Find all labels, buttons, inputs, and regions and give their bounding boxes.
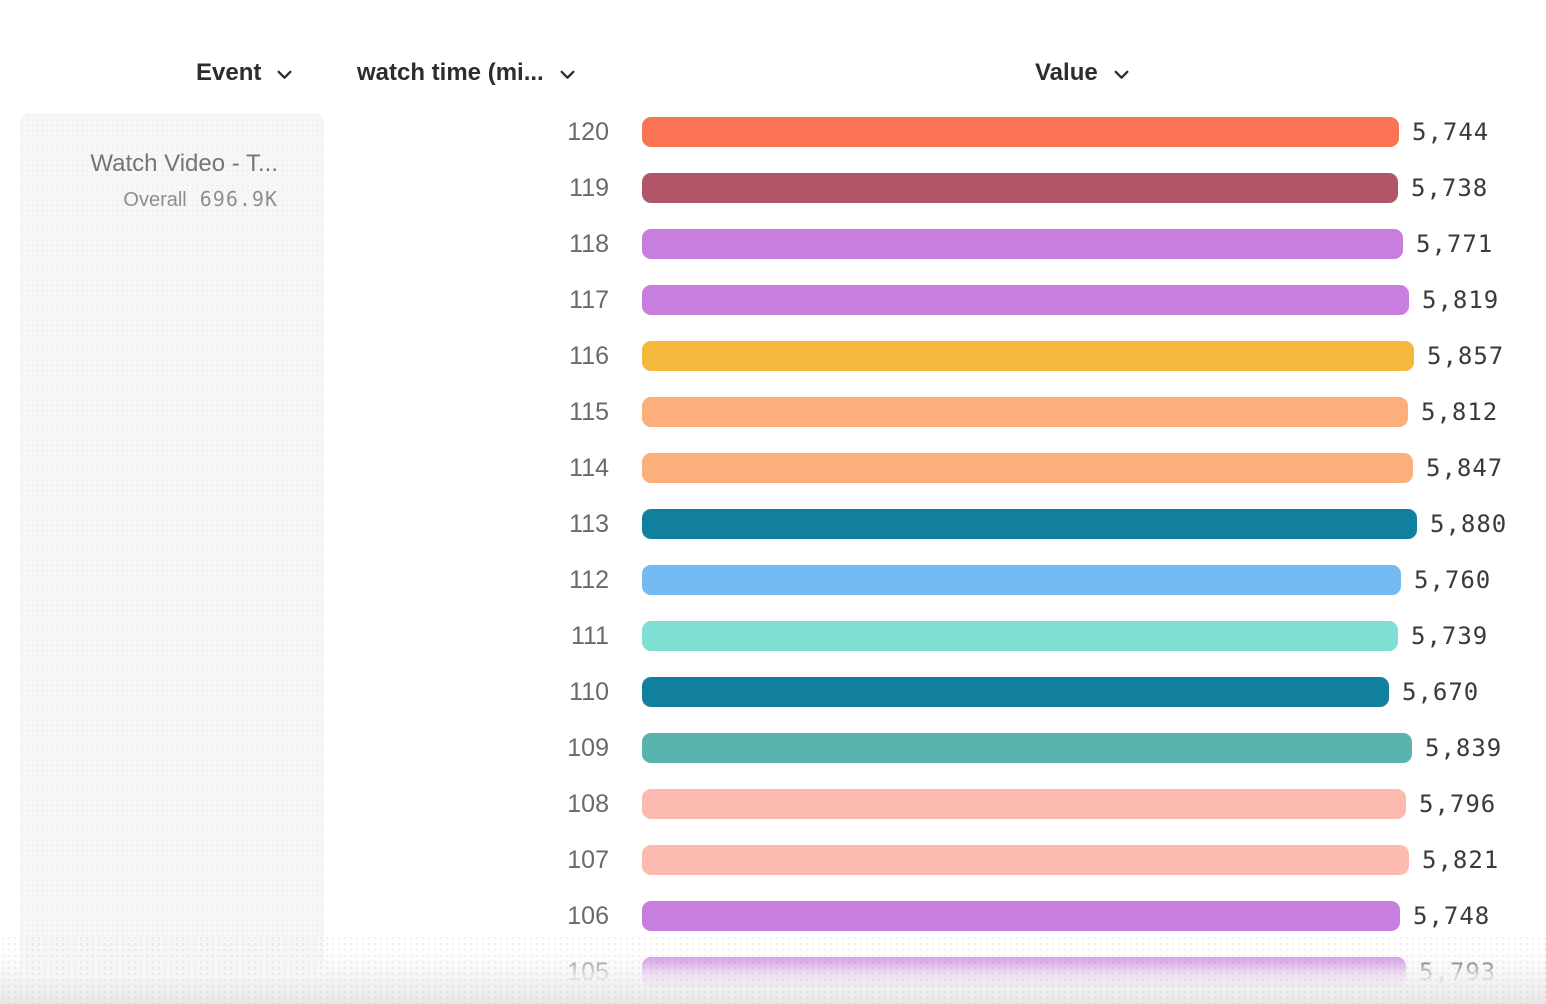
event-column-label: Event (196, 59, 262, 86)
value-label: 5,748 (1413, 902, 1491, 930)
value-column-header[interactable]: Value (1035, 57, 1130, 89)
value-bar[interactable] (642, 173, 1398, 203)
value-label: 5,812 (1421, 398, 1499, 426)
chart-row: 111 5,739 (0, 621, 1546, 651)
bucket-label: 114 (569, 454, 609, 482)
value-bar[interactable] (642, 285, 1409, 315)
value-bar[interactable] (642, 621, 1398, 651)
chart-row: 120 5,744 (0, 117, 1546, 147)
value-label: 5,670 (1402, 678, 1480, 706)
value-label: 5,857 (1427, 342, 1505, 370)
value-label: 5,771 (1416, 230, 1494, 258)
chart-row: 107 5,821 (0, 845, 1546, 875)
segment-label: Overall (123, 189, 187, 211)
value-label: 5,744 (1412, 118, 1490, 146)
event-summary: Overall 696.9K (20, 186, 278, 213)
bucket-label: 118 (569, 230, 609, 258)
bucket-label: 107 (567, 846, 609, 874)
chart-row: 114 5,847 (0, 453, 1546, 483)
bucket-label: 109 (567, 734, 609, 762)
bucket-label: 115 (569, 398, 609, 426)
bucket-label: 108 (567, 790, 609, 818)
event-column-header[interactable]: Event (196, 57, 293, 89)
event-title: Watch Video - T... (90, 150, 278, 177)
bucket-label: 120 (567, 118, 609, 146)
chart-row: 109 5,839 (0, 733, 1546, 763)
watch-time-column-header[interactable]: watch time (mi... (357, 57, 576, 89)
chart-row: 108 5,796 (0, 789, 1546, 819)
bucket-label: 116 (569, 342, 609, 370)
chart-row: 105 5,793 (0, 957, 1546, 987)
value-bar[interactable] (642, 957, 1406, 987)
value-bar[interactable] (642, 117, 1399, 147)
chart-row: 119 5,738 (0, 173, 1546, 203)
bucket-label: 119 (569, 174, 609, 202)
chart-row: 110 5,670 (0, 677, 1546, 707)
bucket-label: 106 (567, 902, 609, 930)
chart-row: 116 5,857 (0, 341, 1546, 371)
value-label: 5,821 (1422, 846, 1500, 874)
watch-time-column-label: watch time (mi... (357, 59, 544, 86)
chart-row: 112 5,760 (0, 565, 1546, 595)
value-label: 5,847 (1426, 454, 1504, 482)
bucket-label: 111 (570, 622, 609, 650)
value-bar[interactable] (642, 565, 1401, 595)
value-label: 5,739 (1411, 622, 1489, 650)
value-bar[interactable] (642, 845, 1409, 875)
chart-row: 113 5,880 (0, 509, 1546, 539)
value-column-label: Value (1035, 59, 1098, 86)
value-bar[interactable] (642, 453, 1413, 483)
value-bar[interactable] (642, 677, 1389, 707)
bucket-label: 112 (569, 566, 609, 594)
value-bar[interactable] (642, 509, 1417, 539)
value-label: 5,880 (1430, 510, 1508, 538)
chevron-down-icon (560, 70, 575, 79)
chart-row: 118 5,771 (0, 229, 1546, 259)
value-bar[interactable] (642, 341, 1414, 371)
chevron-down-icon (277, 70, 292, 79)
value-bar[interactable] (642, 397, 1408, 427)
bucket-label: 110 (569, 678, 609, 706)
value-label: 5,796 (1419, 790, 1497, 818)
bucket-label: 117 (569, 286, 609, 314)
value-label: 5,839 (1425, 734, 1503, 762)
bucket-label: 105 (567, 958, 609, 986)
value-bar[interactable] (642, 901, 1400, 931)
bucket-label: 113 (569, 510, 609, 538)
value-bar[interactable] (642, 229, 1403, 259)
value-label: 5,793 (1419, 958, 1497, 986)
chart-row: 106 5,748 (0, 901, 1546, 931)
value-label: 5,760 (1414, 566, 1492, 594)
value-bar[interactable] (642, 789, 1406, 819)
value-label: 5,819 (1422, 286, 1500, 314)
chevron-down-icon (1114, 70, 1129, 79)
chart-row: 115 5,812 (0, 397, 1546, 427)
value-bar[interactable] (642, 733, 1412, 763)
chart-row: 117 5,819 (0, 285, 1546, 315)
event-panel[interactable]: Watch Video - T... Overall 696.9K (20, 113, 324, 971)
segment-total-value: 696.9K (199, 187, 278, 211)
value-label: 5,738 (1411, 174, 1489, 202)
